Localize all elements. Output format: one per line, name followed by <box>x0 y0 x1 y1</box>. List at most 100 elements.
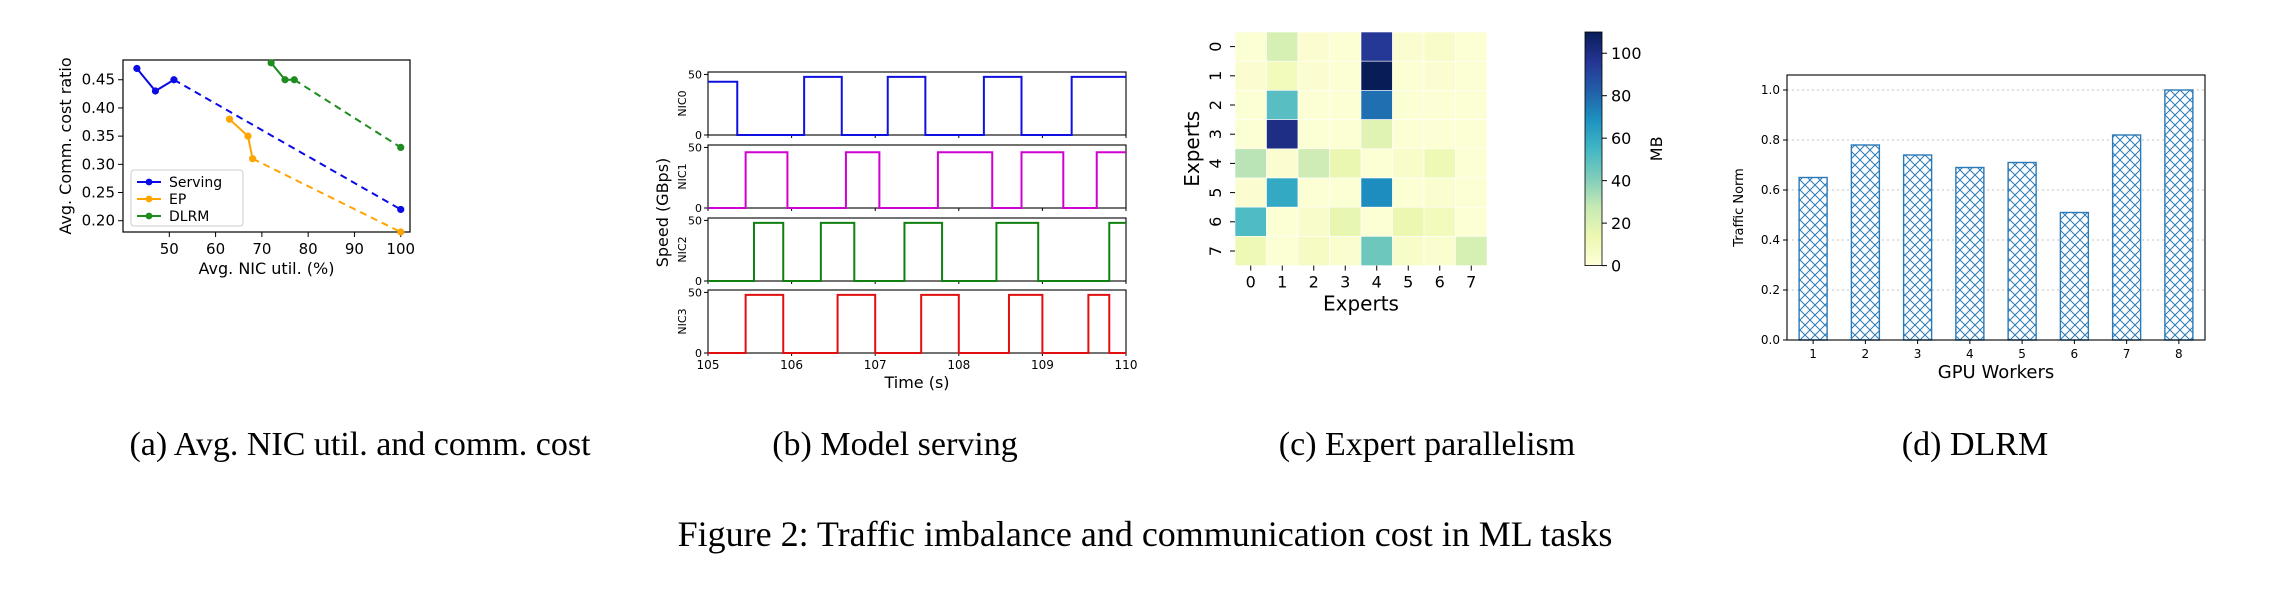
x-tick-label: 70 <box>252 240 271 258</box>
plot-frame <box>122 59 411 233</box>
data-point-dlrm <box>397 143 405 152</box>
heatmap-cell <box>1297 148 1330 179</box>
y-tick-label: 0.35 <box>82 127 115 145</box>
heatmap-cell <box>1423 31 1456 62</box>
heatmap-cell <box>1297 119 1330 150</box>
y-tick-label: 0.30 <box>82 155 115 173</box>
y-tick-label: 0.0 <box>1761 333 1780 347</box>
x-tick-label: 110 <box>1115 358 1138 372</box>
y-axis-label: Experts <box>1180 111 1204 187</box>
x-tick-label: 3 <box>1340 273 1350 292</box>
x-tick-label: 5 <box>2018 347 2026 361</box>
subplot-frame-nic2 <box>707 217 1127 282</box>
legend-label: Serving <box>169 175 222 191</box>
x-axis-label: Time (s) <box>883 373 949 392</box>
heatmap-cell <box>1234 31 1267 62</box>
subplot-label-nic3: NIC3 <box>676 308 689 334</box>
data-point-serving <box>170 76 178 84</box>
heatmap-cell <box>1360 90 1393 120</box>
x-tick-label: 4 <box>1966 347 1974 361</box>
y-tick-label: 2 <box>1206 100 1225 110</box>
heatmap-cell <box>1266 90 1299 120</box>
heatmap-cell <box>1234 90 1267 120</box>
bar-worker-7 <box>2111 134 2142 341</box>
y-tick-label: 1 <box>1206 71 1225 81</box>
bar-worker-4 <box>1955 166 1985 341</box>
y-tick-label: 50 <box>688 68 702 81</box>
heatmap-cell <box>1455 60 1488 91</box>
heatmap-cell <box>1423 177 1456 208</box>
heatmap-cell <box>1392 206 1425 237</box>
heatmap-cell <box>1455 119 1488 150</box>
heatmap-cell <box>1455 148 1488 179</box>
legend-box <box>130 169 244 227</box>
x-tick-label: 6 <box>1435 273 1445 292</box>
x-tick-label: 7 <box>1466 273 1476 292</box>
series-projection-ep <box>252 157 402 233</box>
heatmap-cell <box>1392 60 1425 91</box>
heatmap-cell <box>1234 60 1267 91</box>
heatmap-cell <box>1423 90 1456 120</box>
heatmap-cell <box>1329 236 1362 266</box>
y-tick-label: 0.6 <box>1761 183 1780 197</box>
heatmap-cell <box>1360 206 1393 237</box>
heatmap-cell <box>1234 177 1267 208</box>
heatmap-cell <box>1423 148 1456 179</box>
x-tick-label: 8 <box>2175 347 2183 361</box>
x-tick-label: 2 <box>1309 273 1319 292</box>
plot-frame <box>1786 74 2206 341</box>
x-tick-label: 109 <box>1031 358 1054 372</box>
legend-label: DLRM <box>169 209 209 225</box>
subplot-frame-nic3 <box>707 289 1127 354</box>
x-tick-label: 107 <box>864 358 887 372</box>
heatmap-cell <box>1329 206 1362 237</box>
heatmap-cell <box>1329 148 1362 179</box>
y-tick-label: 0 <box>695 202 702 215</box>
chart-expert-parallelism-heatmap: 0 1 2 3 4 5 6 7 0 1 2 3 4 5 6 7 Experts Experts 0 20 40 60 80 1… <box>1180 31 1666 316</box>
speed-trace-nic2 <box>708 221 1126 282</box>
speed-trace-nic0 <box>708 75 1126 136</box>
heatmap-cell <box>1297 90 1330 120</box>
y-tick-label: 6 <box>1206 217 1225 227</box>
data-point-serving <box>397 205 405 214</box>
bar-worker-6 <box>2059 211 2090 341</box>
y-tick-label: 1.0 <box>1761 83 1780 97</box>
subplot-label-nic2: NIC2 <box>676 236 689 262</box>
series-projection-serving <box>173 78 402 211</box>
heatmap-cell <box>1329 60 1362 91</box>
heatmap-cell <box>1360 177 1393 208</box>
x-tick-label: 7 <box>2123 347 2131 361</box>
x-tick-label: 80 <box>299 240 318 258</box>
heatmap-cell <box>1234 119 1267 150</box>
caption-b: (b) Model serving <box>772 426 1018 463</box>
heatmap-cell <box>1329 119 1362 150</box>
chart-dlrm-traffic: 0.0 0.2 0.4 0.6 0.8 1.0 1 2 3 4 5 6 7 8 GPU Workers Tra… <box>1732 74 2206 383</box>
chart-nic-util-vs-comm-cost: 50 60 70 80 90 100 0.20 0.25 0.30 0.35 0.40 0.45 Avg… <box>56 57 415 278</box>
x-axis-label: Avg. NIC util. (%) <box>199 259 335 278</box>
x-tick-label: 50 <box>160 240 179 258</box>
heatmap-cell <box>1266 206 1299 237</box>
heatmap-cell <box>1455 236 1488 266</box>
colorbar-tick-label: 20 <box>1611 214 1631 233</box>
heatmap-cell <box>1297 236 1330 266</box>
heatmap-cell <box>1266 148 1299 179</box>
y-tick-label: 0 <box>695 129 702 142</box>
heatmap-cell <box>1360 60 1393 91</box>
x-tick-label: 90 <box>345 240 364 258</box>
heatmap-cell <box>1360 31 1393 62</box>
y-tick-label: 5 <box>1206 188 1225 198</box>
x-tick-label: 100 <box>386 240 415 258</box>
heatmap-cell <box>1360 236 1393 266</box>
colorbar-label: MB <box>1647 136 1666 161</box>
heatmap-cell <box>1455 177 1488 208</box>
data-point-dlrm <box>281 76 289 84</box>
subplot-label-nic1: NIC1 <box>676 163 689 189</box>
y-tick-label: 4 <box>1206 158 1225 168</box>
y-tick-label: 0.45 <box>82 71 115 89</box>
x-tick-label: 60 <box>206 240 225 258</box>
heatmap-cell <box>1360 119 1393 150</box>
legend-marker <box>145 195 153 203</box>
y-axis-label: Avg. Comm. cost ratio <box>56 57 75 234</box>
y-tick-label: 3 <box>1206 129 1225 139</box>
speed-trace-nic1 <box>708 151 1126 209</box>
